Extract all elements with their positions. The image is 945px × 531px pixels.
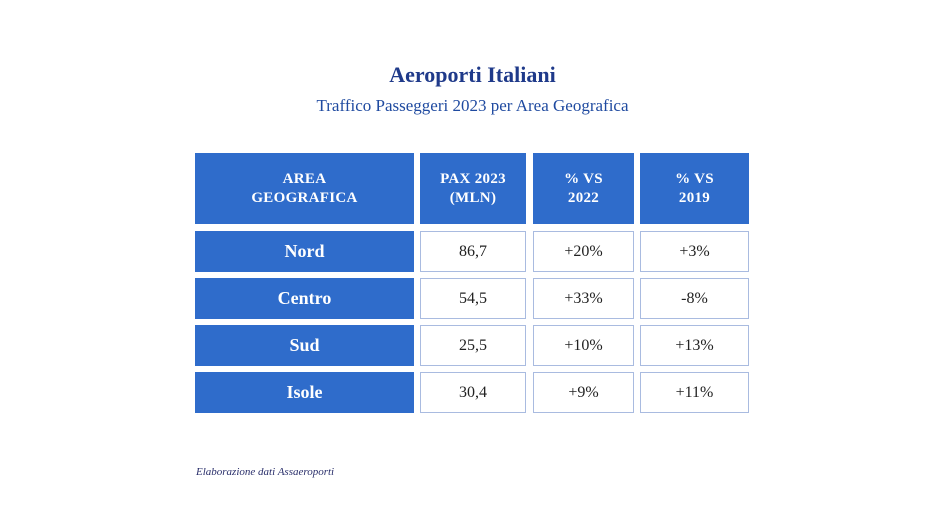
column-header: % VS 2022	[533, 153, 634, 224]
table-cell: 54,5	[420, 278, 526, 319]
row-label: Isole	[195, 372, 414, 413]
table-cell: +20%	[533, 231, 634, 272]
table-cell: +13%	[640, 325, 749, 366]
table-cell: 86,7	[420, 231, 526, 272]
table-cell: +33%	[533, 278, 634, 319]
table-cell: 25,5	[420, 325, 526, 366]
row-label: Centro	[195, 278, 414, 319]
page-subtitle: Traffico Passeggeri 2023 per Area Geogra…	[316, 96, 629, 115]
table-cell: -8%	[640, 278, 749, 319]
row-label: Nord	[195, 231, 414, 272]
table-cell: +9%	[533, 372, 634, 413]
column-header: AREA GEOGRAFICA	[195, 153, 414, 224]
column-header: % VS 2019	[640, 153, 749, 224]
column-header: PAX 2023 (MLN)	[420, 153, 526, 224]
table-cell: +3%	[640, 231, 749, 272]
page-title: Aeroporti Italiani	[389, 62, 556, 87]
source-note: Elaborazione dati Assaeroporti	[196, 466, 335, 478]
table-cell: +10%	[533, 325, 634, 366]
table-cell: +11%	[640, 372, 749, 413]
row-label: Sud	[195, 325, 414, 366]
table-cell: 30,4	[420, 372, 526, 413]
